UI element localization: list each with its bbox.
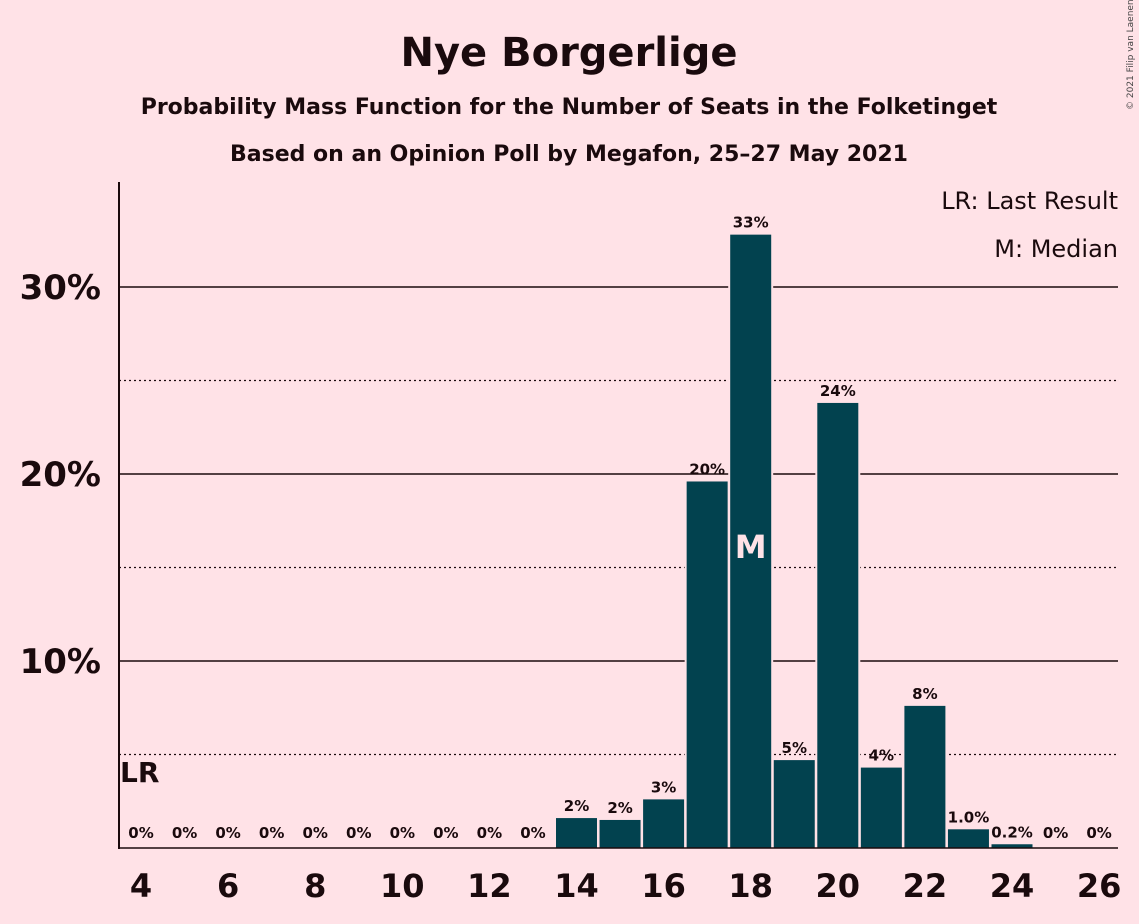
x-tick-label: 20 [816, 867, 861, 905]
chart-title: Nye Borgerlige [401, 30, 738, 76]
bar [991, 844, 1033, 848]
bar [686, 481, 728, 848]
x-tick-label: 24 [990, 867, 1035, 905]
data-label: 5% [782, 739, 807, 757]
data-label: 4% [869, 747, 894, 765]
bar [730, 234, 772, 848]
data-label: 0.2% [991, 823, 1033, 841]
data-label: 8% [912, 685, 937, 703]
data-label: 0% [1086, 824, 1111, 842]
y-axis-ticks: 10% 20% 30% [20, 268, 101, 682]
chart-subtitle: Probability Mass Function for the Number… [141, 95, 998, 120]
x-tick-label: 22 [903, 867, 948, 905]
data-label: 0% [128, 824, 153, 842]
x-tick-label: 12 [467, 867, 512, 905]
data-label: 33% [733, 214, 769, 232]
x-tick-label: 8 [304, 867, 326, 905]
y-tick-label: 30% [20, 268, 101, 308]
data-label: 0% [259, 824, 284, 842]
data-label: 0% [1043, 824, 1068, 842]
median-marker: M [735, 528, 767, 566]
bar [904, 705, 946, 848]
data-label: 3% [651, 778, 676, 796]
data-label: 0% [302, 824, 327, 842]
data-label: 0% [346, 824, 371, 842]
x-axis-ticks: 4 6 8 10 12 14 16 18 20 22 24 26 [130, 867, 1121, 905]
bar [947, 829, 989, 848]
y-tick-label: 10% [20, 642, 101, 682]
x-tick-label: 16 [641, 867, 686, 905]
data-label: 2% [564, 797, 589, 815]
chart-subtitle-2: Based on an Opinion Poll by Megafon, 25–… [230, 142, 908, 167]
data-label: 0% [520, 824, 545, 842]
bar [860, 767, 902, 848]
bars [554, 232, 1035, 848]
x-tick-label: 10 [380, 867, 425, 905]
gridlines [119, 286, 1118, 756]
legend-median: M: Median [994, 235, 1118, 263]
data-label: 20% [689, 460, 725, 478]
x-tick-label: 26 [1077, 867, 1122, 905]
data-label: 0% [215, 824, 240, 842]
bar [643, 799, 685, 848]
last-result-marker: LR [120, 756, 159, 789]
data-label: 2% [607, 799, 632, 817]
bar [599, 819, 641, 848]
data-label: 0% [433, 824, 458, 842]
data-label: 0% [390, 824, 415, 842]
bar [817, 402, 859, 848]
x-tick-label: 18 [728, 867, 773, 905]
x-tick-label: 6 [217, 867, 239, 905]
legend-last-result: LR: Last Result [941, 187, 1118, 215]
copyright-note: © 2021 Filip van Laenen [1126, 0, 1136, 110]
data-label: 0% [172, 824, 197, 842]
x-tick-label: 14 [554, 867, 599, 905]
data-label: 24% [820, 382, 856, 400]
data-labels: 0% 0% 0% 0% 0% 0% 0% 0% 0% 0% 2% 2% 3% 20% 33% 5% 24% 4% 8… [128, 214, 1112, 842]
data-label: 0% [477, 824, 502, 842]
bar [556, 818, 597, 848]
y-tick-label: 20% [20, 455, 101, 495]
bar [773, 760, 815, 848]
data-label: 1.0% [948, 808, 990, 826]
x-tick-label: 4 [130, 867, 152, 905]
